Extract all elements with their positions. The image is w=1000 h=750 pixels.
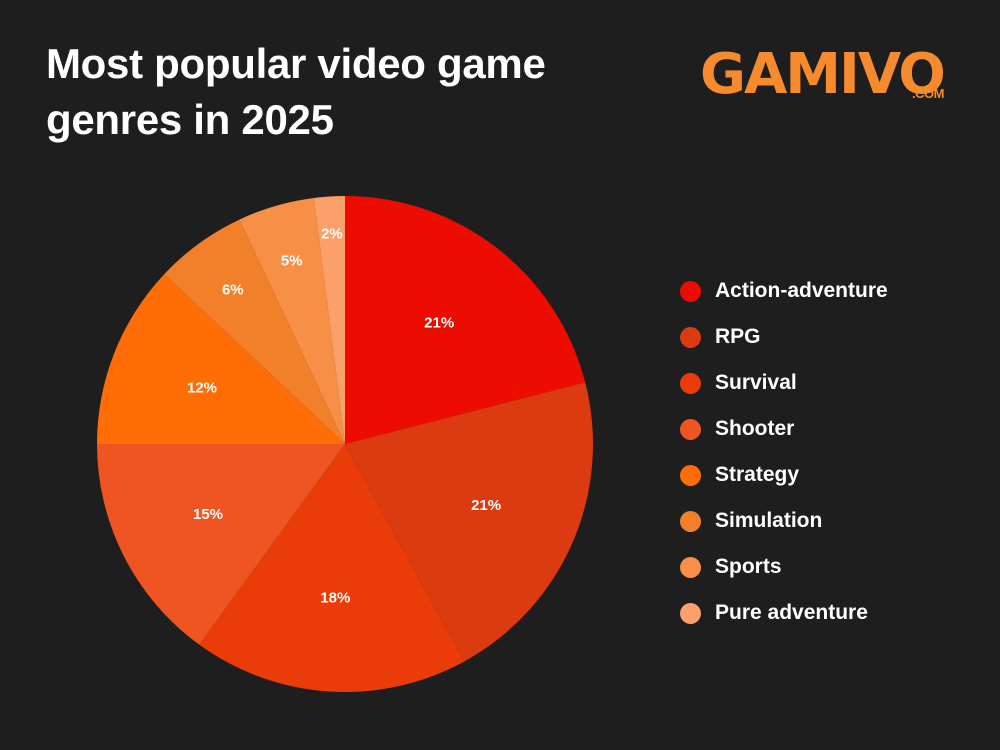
pie-slice-strategy — [97, 274, 345, 444]
pie-slice-sports — [239, 197, 345, 444]
legend-color-dot-icon — [680, 280, 701, 302]
legend-color-dot-icon — [680, 464, 701, 486]
legend-label: RPG — [715, 325, 761, 348]
legend-item: Survival — [680, 360, 888, 406]
pie-slice-action-adventure — [345, 196, 586, 444]
pie-slice-rpg — [345, 382, 594, 662]
legend-label: Action-adventure — [715, 279, 888, 302]
logo-domain-suffix: .COM — [912, 86, 944, 101]
slice-value-label: 6% — [222, 282, 244, 299]
slice-value-label: 21% — [471, 497, 501, 514]
pie-slice-simulation — [164, 219, 345, 444]
pie-slice-shooter — [97, 444, 345, 645]
legend-label: Strategy — [715, 463, 800, 486]
legend-color-dot-icon — [680, 556, 701, 578]
legend-color-dot-icon — [680, 372, 701, 394]
pie-chart-svg: 21% 21% 18% 15% 12% 6% 5% 2% — [97, 196, 594, 692]
slice-value-label: 18% — [320, 590, 350, 607]
legend-label: Pure adventure — [715, 601, 868, 624]
legend-color-dot-icon — [680, 326, 701, 348]
legend-item: Shooter — [680, 406, 888, 452]
legend-label: Shooter — [715, 417, 795, 440]
legend-item: RPG — [680, 314, 888, 360]
slice-value-label: 5% — [281, 253, 303, 270]
legend-label: Simulation — [715, 509, 823, 532]
chart-title: Most popular video game genres in 2025 — [46, 40, 546, 143]
legend-label: Sports — [715, 555, 782, 578]
chart-legend: Action-adventure RPG Survival Shooter Strate… — [680, 268, 888, 636]
legend-item: Pure adventure — [680, 590, 888, 636]
legend-item: Simulation — [680, 498, 888, 544]
gamivo-logo: GAMIVO .COM — [700, 40, 970, 110]
slice-value-label: 21% — [424, 315, 454, 332]
legend-item: Action-adventure — [680, 268, 888, 314]
legend-item: Sports — [680, 544, 888, 590]
slice-value-label: 15% — [193, 506, 223, 523]
slice-value-label: 2% — [321, 226, 343, 243]
pie-chart: 21% 21% 18% 15% 12% 6% 5% 2% — [97, 196, 594, 692]
legend-color-dot-icon — [680, 510, 701, 532]
legend-item: Strategy — [680, 452, 888, 498]
legend-color-dot-icon — [680, 602, 701, 624]
legend-label: Survival — [715, 371, 797, 394]
logo-wordmark: GAMIVO — [700, 42, 946, 107]
slice-value-label: 12% — [187, 379, 217, 396]
pie-slice-pure-adventure — [313, 196, 345, 444]
legend-color-dot-icon — [680, 418, 701, 440]
pie-slice-survival — [199, 444, 465, 692]
